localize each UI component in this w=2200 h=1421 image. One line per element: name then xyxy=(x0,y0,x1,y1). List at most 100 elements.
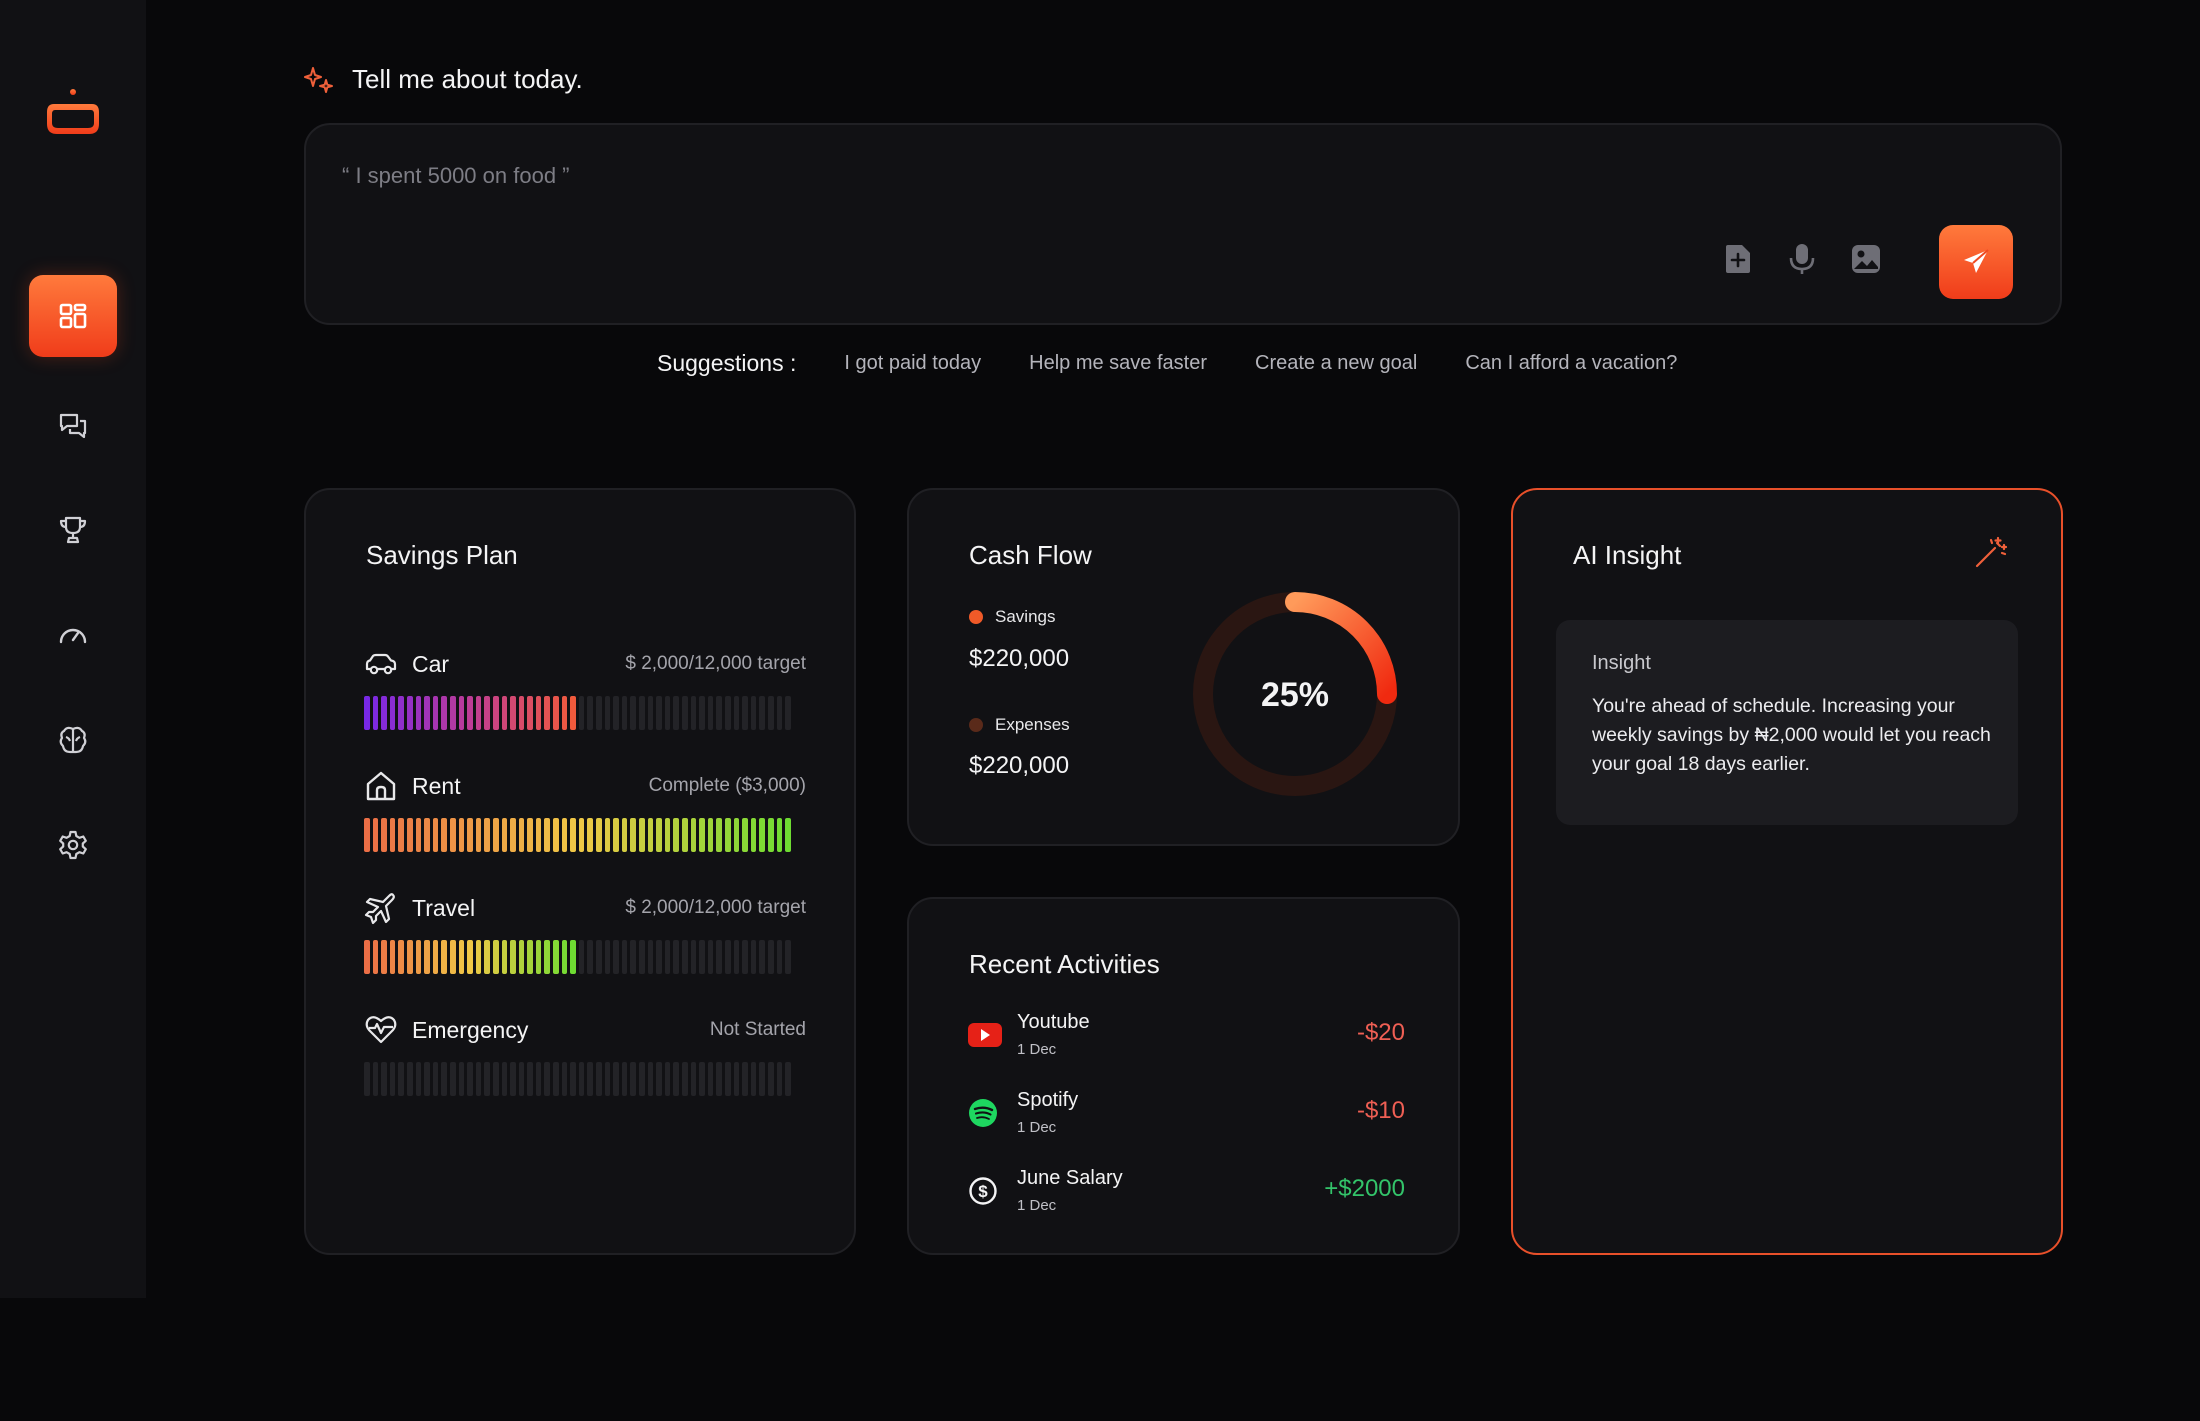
sidebar-item-settings[interactable] xyxy=(29,804,117,886)
progress-segment xyxy=(776,818,783,852)
savings-plan-row[interactable]: Travel $ 2,000/12,000 target xyxy=(364,890,806,974)
progress-segment xyxy=(759,940,765,974)
progress-segment xyxy=(415,818,422,852)
progress-segment xyxy=(621,696,628,730)
progress-segment xyxy=(501,1062,508,1096)
progress-segment xyxy=(604,818,611,852)
suggestion-chip[interactable]: Create a new goal xyxy=(1255,352,1418,374)
progress-segment xyxy=(527,696,533,730)
progress-segment xyxy=(767,940,774,974)
progress-segment xyxy=(776,696,783,730)
sidebar-item-dashboard[interactable] xyxy=(29,275,117,357)
activity-row[interactable]: Spotify 1 Dec -$10 xyxy=(967,1085,1405,1141)
progress-segment xyxy=(389,818,396,852)
progress-segment xyxy=(484,696,490,730)
progress-segment xyxy=(441,696,447,730)
progress-segment xyxy=(750,696,757,730)
send-button[interactable] xyxy=(1939,225,2013,299)
image-upload-icon[interactable] xyxy=(1848,241,1884,277)
savings-plan-row[interactable]: Car $ 2,000/12,000 target xyxy=(364,646,806,730)
microphone-icon[interactable] xyxy=(1784,241,1820,277)
progress-segment xyxy=(492,696,499,730)
progress-segment xyxy=(750,1062,757,1096)
progress-segment xyxy=(398,1062,404,1096)
sidebar-item-speed[interactable] xyxy=(29,594,117,676)
progress-segment xyxy=(484,1062,490,1096)
insight-label: Insight xyxy=(1592,652,1651,674)
progress-segment xyxy=(406,818,413,852)
progress-segment xyxy=(613,940,619,974)
progress-segment xyxy=(501,696,508,730)
progress-segment xyxy=(724,940,731,974)
progress-segment xyxy=(406,696,413,730)
suggestion-chip[interactable]: Can I afford a vacation? xyxy=(1465,352,1678,374)
progress-segment xyxy=(449,818,456,852)
progress-segment xyxy=(561,696,568,730)
progress-segment xyxy=(733,940,740,974)
plan-name: Rent xyxy=(412,772,461,799)
progress-segment xyxy=(639,940,645,974)
progress-segment xyxy=(467,940,473,974)
progress-segment xyxy=(690,696,697,730)
progress-segment xyxy=(716,696,722,730)
prompt-input[interactable] xyxy=(342,163,1542,189)
progress-segment xyxy=(699,1062,705,1096)
send-plane-icon xyxy=(1964,249,1989,273)
progress-segment xyxy=(759,818,765,852)
progress-segment xyxy=(613,1062,619,1096)
progress-segment xyxy=(613,696,619,730)
suggestion-chip[interactable]: I got paid today xyxy=(844,352,982,374)
gear-icon xyxy=(59,830,87,860)
sidebar xyxy=(0,0,146,1298)
progress-segment xyxy=(553,818,559,852)
progress-segment xyxy=(716,1062,722,1096)
progress-segment xyxy=(389,940,396,974)
progress-segment xyxy=(458,696,465,730)
sidebar-item-chat[interactable] xyxy=(29,384,117,466)
plan-progress-bar xyxy=(364,1062,806,1096)
insight-box: Insight You're ahead of schedule. Increa… xyxy=(1556,620,2018,825)
progress-segment xyxy=(441,940,447,974)
savings-plan-row[interactable]: Emergency Not Started xyxy=(364,1012,806,1096)
plan-progress-bar xyxy=(364,818,806,852)
robot-logo-icon[interactable] xyxy=(44,88,102,138)
activity-row[interactable]: $ June Salary 1 Dec +$2000 xyxy=(967,1163,1405,1219)
progress-segment xyxy=(647,940,654,974)
progress-segment xyxy=(596,1062,602,1096)
progress-segment xyxy=(742,696,748,730)
progress-segment xyxy=(501,940,508,974)
magic-wand-icon[interactable] xyxy=(1973,534,2009,570)
progress-segment xyxy=(647,818,654,852)
progress-segment xyxy=(630,940,636,974)
plan-name: Emergency xyxy=(412,1016,529,1043)
progress-segment xyxy=(578,1062,585,1096)
progress-segment xyxy=(785,696,791,730)
progress-segment xyxy=(518,940,525,974)
progress-segment xyxy=(733,696,740,730)
plan-status: $ 2,000/12,000 target xyxy=(625,897,806,918)
sparkles-icon xyxy=(304,66,333,93)
attach-file-icon[interactable] xyxy=(1720,241,1756,277)
sidebar-item-ai-brain[interactable] xyxy=(29,699,117,781)
progress-segment xyxy=(639,818,645,852)
savings-plan-row[interactable]: Rent Complete ($3,000) xyxy=(364,768,806,852)
progress-segment xyxy=(415,696,422,730)
suggestion-chip[interactable]: Help me save faster xyxy=(1029,352,1208,374)
progress-segment xyxy=(621,818,628,852)
progress-segment xyxy=(535,940,542,974)
progress-segment xyxy=(364,940,370,974)
youtube-icon xyxy=(968,1023,1002,1047)
progress-segment xyxy=(785,818,791,852)
progress-segment xyxy=(381,696,387,730)
progress-segment xyxy=(630,818,636,852)
progress-segment xyxy=(578,696,585,730)
progress-segment xyxy=(424,696,430,730)
expenses-amount: $220,000 xyxy=(969,752,1070,779)
progress-segment xyxy=(458,818,465,852)
sidebar-item-goals[interactable] xyxy=(29,489,117,571)
progress-segment xyxy=(441,818,447,852)
progress-segment xyxy=(492,940,499,974)
progress-segment xyxy=(424,1062,430,1096)
progress-segment xyxy=(415,1062,422,1096)
activity-row[interactable]: Youtube 1 Dec -$20 xyxy=(967,1007,1405,1063)
